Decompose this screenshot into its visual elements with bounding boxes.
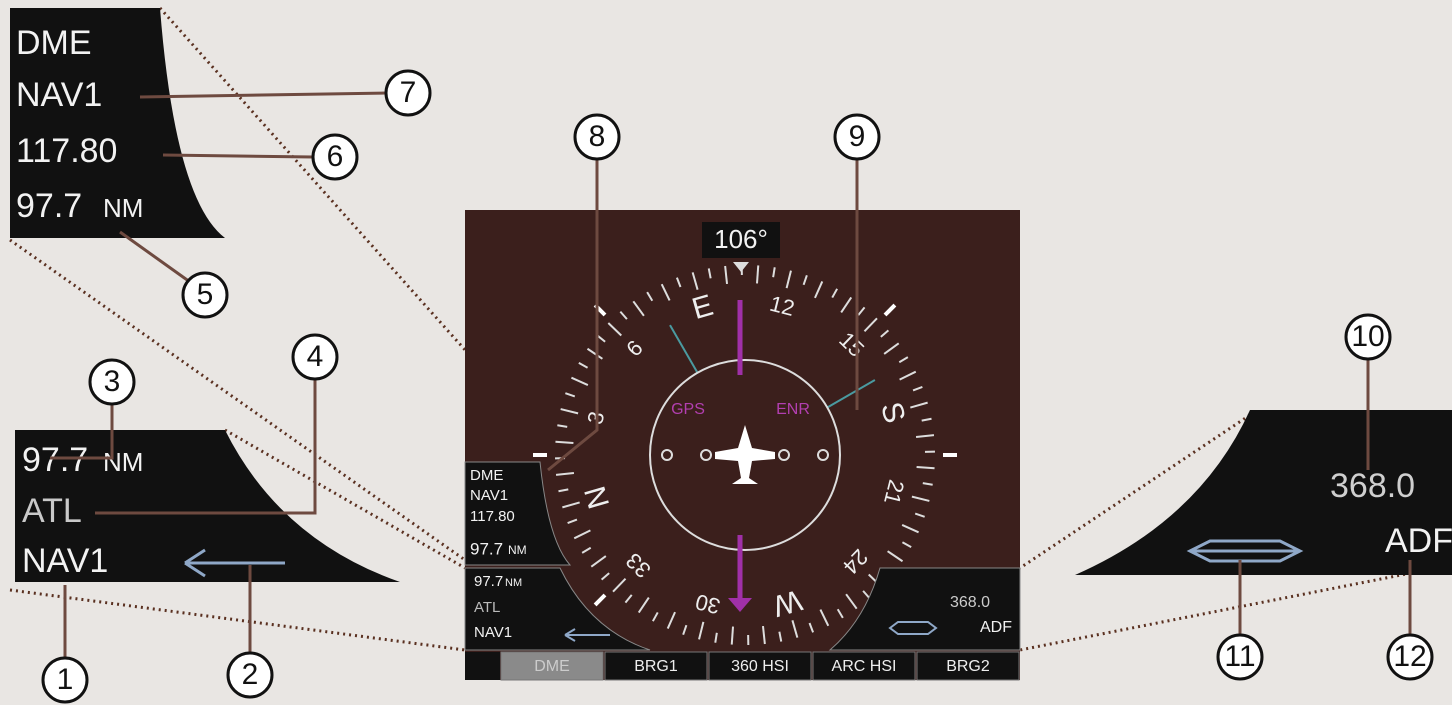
hsi-diagram: DME NAV1 117.80 97.7 NM 97.7 NM ATL NAV1… — [0, 0, 1452, 705]
callout-number: 3 — [104, 365, 121, 398]
box-dme-type: DME — [470, 467, 503, 484]
box-nav-source: NAV1 — [474, 624, 512, 641]
callout-number: 11 — [1224, 640, 1255, 673]
dme-distance: 97.7 — [16, 187, 82, 225]
heading-value: 106° — [714, 224, 768, 254]
callout-number: 1 — [57, 663, 74, 696]
nav-unit: NM — [103, 447, 143, 477]
softkey-bar: DME BRG1 360 HSI ARC HSI BRG2 — [501, 652, 1019, 680]
box-dme-source: NAV1 — [470, 487, 508, 504]
callout-number: 10 — [1351, 320, 1384, 353]
gps-label: GPS — [671, 401, 705, 418]
softkey-label: ARC HSI — [832, 658, 897, 675]
nav-distance: 97.7 — [22, 441, 88, 479]
box-nav-distance: 97.7 — [474, 573, 503, 590]
compass-tick — [732, 627, 733, 645]
softkey-label: 360 HSI — [731, 658, 789, 675]
dme-type: DME — [16, 24, 92, 62]
nav-ident: ATL — [22, 492, 82, 530]
callout-number: 7 — [400, 76, 417, 109]
callout-number: 4 — [307, 340, 324, 373]
compass-tick — [555, 442, 573, 443]
compass-tick — [917, 467, 935, 468]
callout-number: 5 — [197, 278, 214, 311]
box-nav-unit: NM — [505, 577, 522, 589]
box-nav-ident: ATL — [474, 599, 500, 616]
box-adf-source: ADF — [980, 619, 1012, 636]
dme-unit: NM — [103, 193, 143, 223]
nav-source: NAV1 — [22, 542, 108, 580]
compass-tick — [757, 265, 758, 283]
callout-number: 6 — [327, 140, 344, 173]
dme-source: NAV1 — [16, 76, 102, 114]
softkey-label: BRG1 — [634, 658, 678, 675]
callout-number: 9 — [849, 120, 866, 153]
softkey-label: BRG2 — [946, 658, 990, 675]
dme-frequency: 117.80 — [16, 132, 117, 170]
callout-number: 12 — [1393, 640, 1426, 673]
box-dme-distance: 97.7 — [470, 539, 503, 558]
adf-source: ADF — [1385, 522, 1452, 560]
softkey-blank — [465, 652, 500, 680]
box-adf-frequency: 368.0 — [950, 594, 990, 611]
box-dme-unit: NM — [508, 543, 527, 557]
softkey-label: DME — [534, 658, 570, 675]
enr-label: ENR — [776, 401, 810, 418]
callout-number: 8 — [589, 120, 606, 153]
box-dme-frequency: 117.80 — [470, 508, 515, 525]
callout-number: 2 — [242, 658, 259, 691]
adf-frequency: 368.0 — [1330, 467, 1415, 505]
